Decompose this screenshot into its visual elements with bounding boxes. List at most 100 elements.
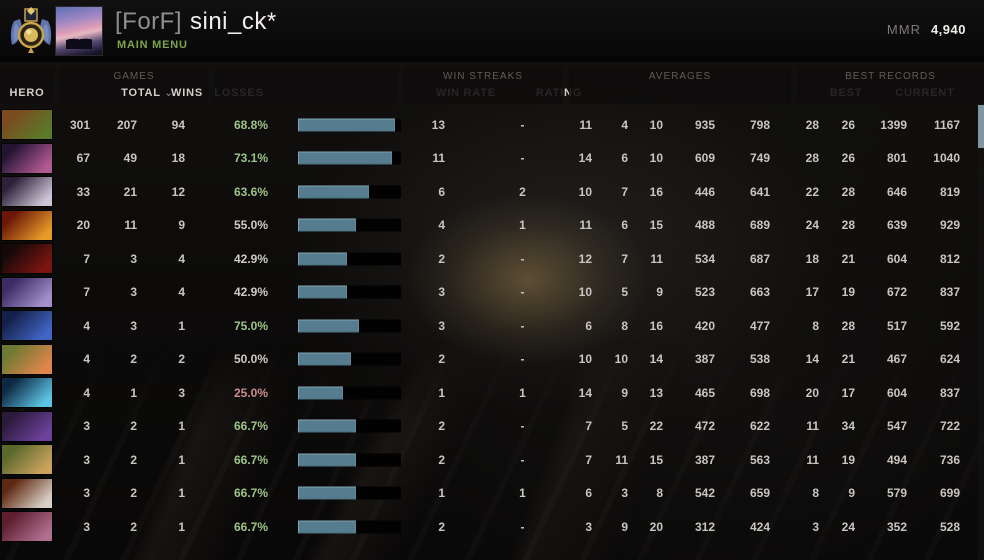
hero-stats-row[interactable]: 7 3 4 42.9% 2 - 12 7 11 534 687 18 21 60… bbox=[0, 242, 984, 276]
record-kills-value: 14 bbox=[805, 352, 819, 367]
record-assists-value: 21 bbox=[841, 251, 855, 266]
hero-portrait-storm-spirit[interactable] bbox=[1, 377, 53, 408]
hero-portrait-alchemist[interactable] bbox=[1, 109, 53, 140]
hero-portrait-shadow-fiend[interactable] bbox=[1, 243, 53, 274]
avg-assists-value: 10 bbox=[649, 151, 663, 166]
record-xpm-value: 837 bbox=[939, 285, 960, 300]
wins-value: 1 bbox=[130, 385, 137, 400]
avg-xpm-value: 687 bbox=[749, 251, 770, 266]
header-panel-best-records: BEST RECORDS K A GPM XPM bbox=[797, 68, 984, 104]
rating-bar-fill bbox=[298, 185, 370, 199]
avg-gpm-value: 387 bbox=[694, 452, 715, 467]
streak-best-value: 1 bbox=[438, 385, 445, 400]
column-header-wins[interactable]: WINS bbox=[171, 87, 203, 99]
rating-bar-fill bbox=[298, 285, 348, 299]
hero-stats-row[interactable]: 4 3 1 75.0% 3 - 6 8 16 420 477 8 28 517 … bbox=[0, 309, 984, 343]
total-games-value: 7 bbox=[83, 251, 90, 266]
streak-current-value: - bbox=[520, 151, 525, 166]
streak-current-value: - bbox=[520, 251, 525, 266]
rank-medal-icon bbox=[10, 7, 52, 53]
win-rate-value: 55.0% bbox=[233, 218, 268, 233]
wins-value: 49 bbox=[123, 151, 137, 166]
rating-bar bbox=[298, 352, 401, 366]
hero-stats-row[interactable]: 3 2 1 66.7% 1 1 6 3 8 542 659 8 9 579 69… bbox=[0, 477, 984, 511]
hero-stats-row[interactable]: 33 21 12 63.6% 6 2 10 7 16 446 641 22 28… bbox=[0, 175, 984, 209]
hero-stats-row[interactable]: 301 207 94 68.8% 13 - 11 4 10 935 798 28… bbox=[0, 108, 984, 142]
group-label-winstreaks: WIN STREAKS bbox=[443, 71, 523, 82]
rating-bar-fill bbox=[298, 218, 356, 232]
wins-value: 3 bbox=[130, 285, 137, 300]
header-panel-hero: HERO bbox=[0, 68, 54, 104]
win-rate-value: 66.7% bbox=[233, 486, 268, 501]
rating-bar-fill bbox=[298, 151, 392, 165]
record-kills-value: 11 bbox=[806, 452, 819, 467]
losses-value: 2 bbox=[178, 352, 185, 367]
hero-stats-row[interactable]: 3 2 1 66.7% 2 - 7 5 22 472 622 11 34 547… bbox=[0, 410, 984, 444]
record-xpm-value: 812 bbox=[939, 251, 960, 266]
hero-stats-row[interactable]: 3 2 1 66.7% 2 - 3 9 20 312 424 3 24 352 … bbox=[0, 510, 984, 544]
win-rate-value: 66.7% bbox=[233, 419, 268, 434]
column-header-hero[interactable]: HERO bbox=[9, 87, 45, 99]
total-games-value: 33 bbox=[76, 184, 90, 199]
hero-portrait-ember-spirit[interactable] bbox=[1, 209, 53, 241]
avg-deaths-value: 5 bbox=[621, 419, 628, 434]
wins-value: 21 bbox=[123, 184, 137, 199]
total-games-value: 3 bbox=[83, 519, 90, 534]
total-games-value: 3 bbox=[83, 452, 90, 467]
avg-deaths-value: 10 bbox=[614, 352, 628, 367]
rating-bar-fill bbox=[298, 486, 356, 500]
scrollbar-thumb[interactable] bbox=[978, 105, 984, 148]
avg-kills-value: 11 bbox=[579, 218, 592, 233]
hero-portrait-night-stalker[interactable] bbox=[1, 310, 53, 341]
rating-bar-fill bbox=[298, 520, 356, 534]
avg-xpm-value: 563 bbox=[749, 452, 770, 467]
avg-gpm-value: 609 bbox=[694, 151, 715, 166]
losses-value: 12 bbox=[171, 184, 185, 199]
avg-gpm-value: 465 bbox=[694, 385, 715, 400]
scrollbar-track[interactable] bbox=[978, 104, 984, 560]
rating-bar bbox=[298, 285, 401, 299]
main-menu-link[interactable]: MAIN MENU bbox=[117, 39, 188, 51]
hero-portrait-bane[interactable] bbox=[1, 410, 53, 442]
hero-stats-row[interactable]: 67 49 18 73.1% 11 - 14 6 10 609 749 28 2… bbox=[0, 142, 984, 176]
avg-gpm-value: 472 bbox=[694, 419, 715, 434]
record-xpm-value: 837 bbox=[939, 385, 960, 400]
hero-portrait-faceless-void[interactable] bbox=[1, 276, 53, 308]
hero-stats-row[interactable]: 20 11 9 55.0% 4 1 11 6 15 488 689 24 28 … bbox=[0, 209, 984, 243]
record-gpm-value: 646 bbox=[886, 184, 907, 199]
win-rate-value: 25.0% bbox=[233, 385, 268, 400]
hero-portrait-windranger[interactable] bbox=[1, 343, 53, 375]
hero-portrait-troll-warlord[interactable] bbox=[1, 477, 53, 509]
streak-current-value: 1 bbox=[519, 486, 526, 501]
avg-gpm-value: 312 bbox=[694, 519, 715, 534]
hero-stats-row[interactable]: 3 2 1 66.7% 2 - 7 11 15 387 563 11 19 49… bbox=[0, 443, 984, 477]
hero-portrait-void-spirit[interactable] bbox=[1, 176, 53, 207]
record-kills-value: 8 bbox=[812, 318, 819, 333]
avg-xpm-value: 749 bbox=[749, 151, 770, 166]
hero-stats-row[interactable]: 4 2 2 50.0% 2 - 10 10 14 387 538 14 21 4… bbox=[0, 343, 984, 377]
player-avatar[interactable] bbox=[55, 6, 103, 56]
record-kills-value: 28 bbox=[805, 117, 819, 132]
record-kills-value: 8 bbox=[812, 486, 819, 501]
avg-gpm-value: 542 bbox=[694, 486, 715, 501]
rating-bar bbox=[298, 453, 401, 467]
record-xpm-value: 699 bbox=[939, 486, 960, 501]
hero-portrait-dazzle[interactable] bbox=[1, 511, 53, 542]
streak-current-value: 1 bbox=[519, 385, 526, 400]
hero-portrait-templar-assassin[interactable] bbox=[1, 142, 53, 174]
column-header-total[interactable]: TOTAL bbox=[121, 87, 161, 99]
hero-portrait-monkey-king[interactable] bbox=[1, 444, 53, 475]
avg-assists-value: 15 bbox=[649, 452, 663, 467]
sort-chevron-icon[interactable]: ⌄ bbox=[164, 87, 175, 99]
stats-rows: 301 207 94 68.8% 13 - 11 4 10 935 798 28… bbox=[0, 108, 984, 544]
streak-best-value: 3 bbox=[438, 285, 445, 300]
win-rate-value: 63.6% bbox=[233, 184, 268, 199]
avg-deaths-value: 9 bbox=[621, 385, 628, 400]
record-assists-value: 19 bbox=[841, 452, 855, 467]
hero-stats-row[interactable]: 7 3 4 42.9% 3 - 10 5 9 523 663 17 19 672… bbox=[0, 276, 984, 310]
avg-deaths-value: 8 bbox=[621, 318, 628, 333]
record-kills-value: 17 bbox=[805, 285, 819, 300]
player-clan-tag: [ForF] bbox=[115, 8, 182, 35]
avg-deaths-value: 4 bbox=[621, 117, 628, 132]
hero-stats-row[interactable]: 4 1 3 25.0% 1 1 14 9 13 465 698 20 17 60… bbox=[0, 376, 984, 410]
